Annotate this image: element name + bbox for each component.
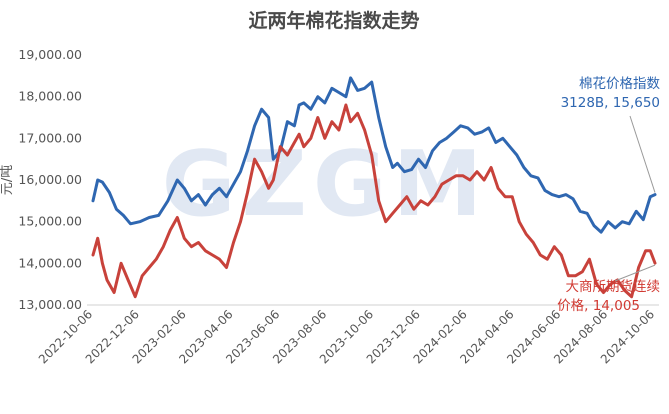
annotation-futures: 大商所期货连续	[566, 278, 661, 295]
series-line-cotton-index	[91, 76, 657, 234]
series-group	[91, 76, 657, 299]
y-tick-label: 13,000.00	[18, 297, 82, 312]
annotation-futures: 价格, 14,005	[557, 298, 640, 314]
y-tick-label: 17,000.00	[18, 130, 82, 145]
y-tick-label: 18,000.00	[18, 89, 82, 104]
y-tick-label: 19,000.00	[18, 47, 82, 62]
watermark: GZGM	[162, 132, 489, 237]
y-axis-label: 元/吨	[0, 165, 15, 195]
annotation-leader-red	[614, 264, 656, 282]
y-tick-label: 16,000.00	[18, 172, 82, 187]
chart-title: 近两年棉花指数走势	[248, 9, 419, 32]
series-line-futures	[91, 103, 657, 299]
annotation-cotton-index: 3128B, 15,650	[561, 95, 660, 111]
y-tick-label: 14,000.00	[18, 255, 82, 270]
x-ticks: 2022-10-062022-12-062023-02-062023-04-06…	[36, 307, 657, 366]
y-tick-label: 15,000.00	[18, 214, 82, 229]
annotation-leader-blue	[629, 115, 656, 193]
annotation-cotton-index: 棉花价格指数	[579, 76, 660, 92]
y-ticks: 19,000.00 18,000.00 17,000.00 16,000.00 15,0…	[18, 47, 82, 312]
